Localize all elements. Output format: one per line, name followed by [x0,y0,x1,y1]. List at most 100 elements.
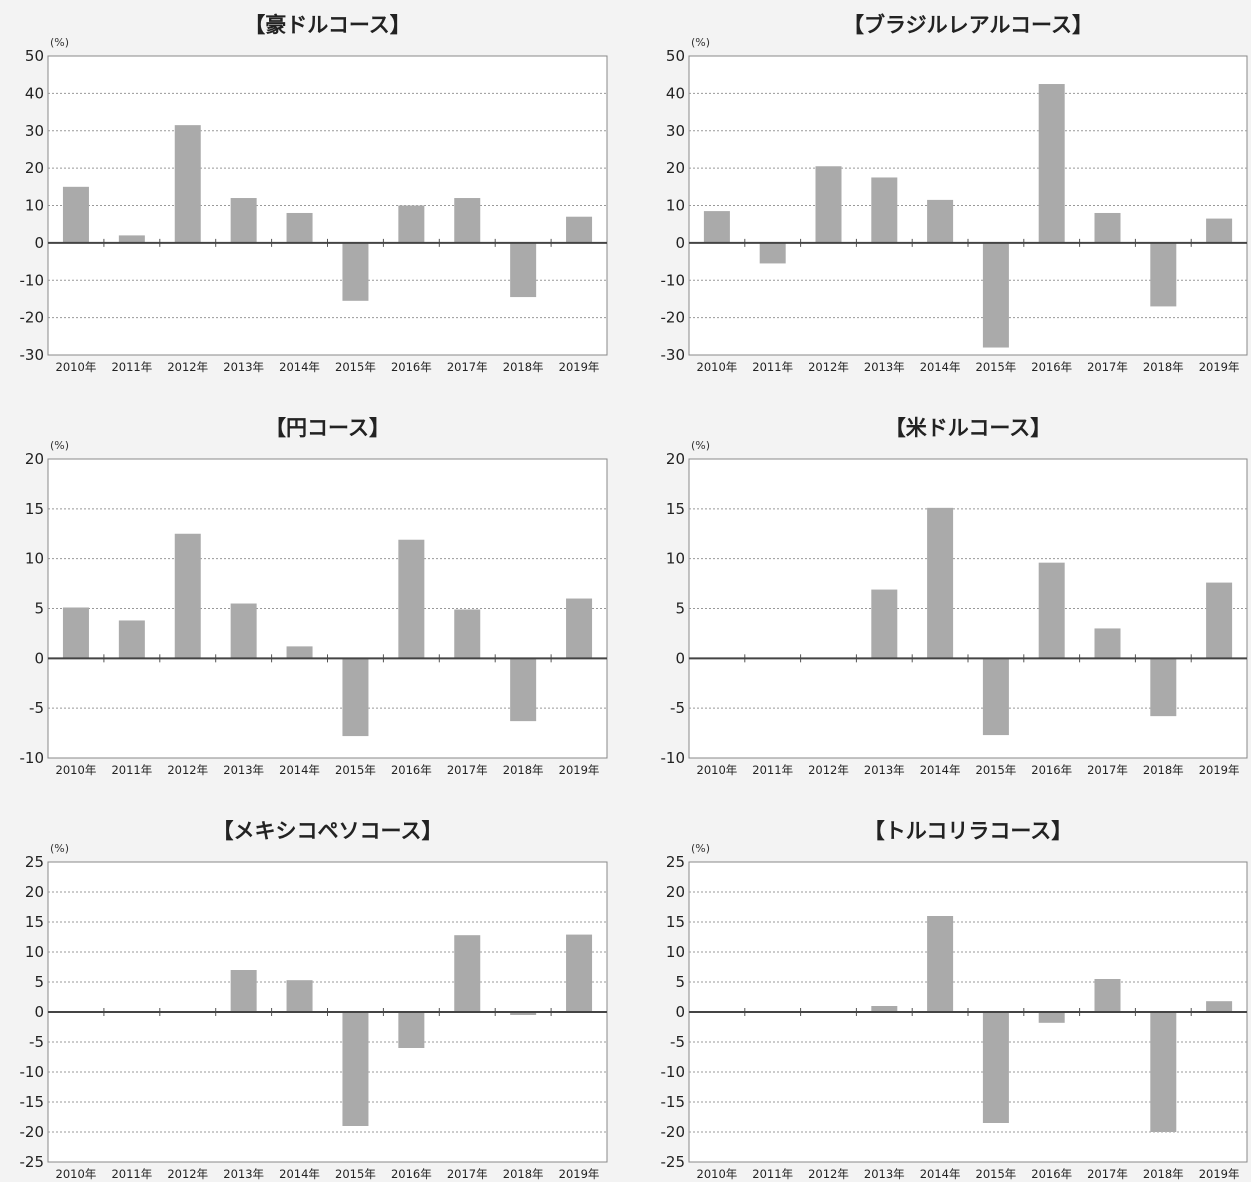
usd-x-tick-label: 2017年 [1087,763,1128,777]
usd-y-tick-label: -10 [661,749,686,767]
usd-x-tick-label: 2015年 [976,763,1017,777]
mxn-x-tick-label: 2018年 [503,1167,544,1181]
brl-x-tick-label: 2013年 [864,360,905,374]
mxn-x-tick-label: 2017年 [447,1167,488,1181]
aud-plot-area [47,55,608,356]
jpy-bar-2012年 [174,533,201,659]
brl-x-tick-label: 2019年 [1199,360,1240,374]
mxn-y-tick-label: -15 [20,1093,45,1111]
brl-x-tick-label: 2011年 [752,360,793,374]
usd-bar-2018年 [1150,658,1177,717]
jpy-bar-2018年 [510,658,537,722]
jpy-x-tick-label: 2015年 [335,763,376,777]
usd-bar-2015年 [982,658,1009,736]
mxn-x-tick-label: 2015年 [335,1167,376,1181]
brl-bar-2011年 [759,242,786,264]
aud-x-tick-label: 2014年 [279,360,320,374]
mxn-y-tick-label: 20 [25,883,44,901]
mxn-y-tick-label: 25 [25,853,44,871]
aud-x-tick-label: 2015年 [335,360,376,374]
brl-x-tick-label: 2010年 [697,360,738,374]
jpy-bar-2015年 [342,658,369,737]
brl-bar-2015年 [982,242,1009,348]
mxn-x-tick-label: 2010年 [56,1167,97,1181]
mxn-chart-title: 【メキシコペソコース】 [213,819,443,843]
aud-bar-2016年 [398,205,425,243]
try-y-tick-label: 10 [666,943,685,961]
try-x-tick-label: 2017年 [1087,1167,1128,1181]
brl-y-tick-label: 0 [675,234,685,252]
jpy-x-tick-label: 2016年 [391,763,432,777]
aud-y-tick-label: 40 [25,84,44,102]
mxn-unit-label: (%) [50,842,69,855]
jpy-x-tick-label: 2018年 [503,763,544,777]
aud-x-tick-label: 2010年 [56,360,97,374]
brl-bar-2014年 [927,199,954,243]
try-y-tick-label: 0 [675,1003,685,1021]
aud-x-tick-label: 2016年 [391,360,432,374]
brl-x-tick-label: 2015年 [976,360,1017,374]
try-bar-2015年 [982,1012,1009,1123]
brl-y-tick-label: -20 [661,309,686,327]
usd-y-tick-label: -5 [670,699,685,717]
chart-brl-course: 【ブラジルレアルコース】 (%) 50 40 30 20 10 0 -10 -20 -30 2010年… [661,13,1248,374]
mxn-bar-2015年 [342,1012,369,1126]
try-x-tick-label: 2013年 [864,1167,905,1181]
brl-unit-label: (%) [691,36,710,49]
aud-bar-2014年 [286,212,313,243]
aud-unit-label: (%) [50,36,69,49]
usd-x-tick-label: 2016年 [1031,763,1072,777]
brl-y-tick-label: 10 [666,197,685,215]
jpy-unit-label: (%) [50,439,69,452]
usd-x-tick-label: 2012年 [808,763,849,777]
usd-x-tick-label: 2010年 [697,763,738,777]
jpy-y-tick-label: 15 [25,500,44,518]
mxn-y-tick-label: 10 [25,943,44,961]
mxn-x-tick-label: 2014年 [279,1167,320,1181]
chart-aud-course: 【豪ドルコース】 (%) 50 40 30 20 10 0 -10 -20 -30 2010年 2011… [20,13,608,374]
jpy-chart-title: 【円コース】 [265,416,390,440]
try-x-tick-label: 2015年 [976,1167,1017,1181]
usd-x-tick-label: 2011年 [752,763,793,777]
try-x-tick-label: 2010年 [697,1167,738,1181]
aud-x-tick-label: 2018年 [503,360,544,374]
brl-y-tick-label: 20 [666,159,685,177]
usd-chart-title: 【米ドルコース】 [885,416,1052,440]
aud-x-tick-label: 2011年 [111,360,152,374]
try-bar-2016年 [1038,1012,1065,1023]
brl-bar-2013年 [871,177,898,243]
try-x-tick-label: 2014年 [920,1167,961,1181]
usd-x-tick-label: 2019年 [1199,763,1240,777]
jpy-bar-2010年 [62,607,89,659]
mxn-x-tick-label: 2019年 [559,1167,600,1181]
aud-bar-2010年 [62,186,89,243]
try-chart-title: 【トルコリラコース】 [864,819,1073,843]
usd-y-tick-label: 5 [675,600,685,618]
aud-y-tick-label: 20 [25,159,44,177]
jpy-x-tick-label: 2010年 [56,763,97,777]
usd-y-tick-label: 0 [675,649,685,667]
try-y-tick-label: 20 [666,883,685,901]
aud-x-tick-label: 2019年 [559,360,600,374]
aud-y-tick-label: 50 [25,47,44,65]
brl-y-tick-label: 50 [666,47,685,65]
try-bar-2018年 [1150,1012,1177,1132]
usd-unit-label: (%) [691,439,710,452]
jpy-x-tick-label: 2013年 [223,763,264,777]
try-bar-2019年 [1206,1001,1233,1012]
try-y-tick-label: -20 [661,1123,686,1141]
mxn-y-tick-label: -5 [29,1033,44,1051]
usd-y-tick-label: 15 [666,500,685,518]
brl-bar-2016年 [1038,84,1065,243]
jpy-x-tick-label: 2014年 [279,763,320,777]
try-x-tick-label: 2016年 [1031,1167,1072,1181]
chart-jpy-course: 【円コース】 (%) 20 15 10 5 0 -5 -10 2010年 2011年 2012年 201… [20,416,608,777]
mxn-y-tick-label: 5 [34,973,44,991]
try-bar-2014年 [927,916,954,1012]
jpy-y-tick-label: 10 [25,550,44,568]
aud-bar-2013年 [230,198,257,243]
jpy-y-tick-label: -10 [20,749,45,767]
mxn-x-tick-label: 2016年 [391,1167,432,1181]
usd-x-tick-label: 2018年 [1143,763,1184,777]
usd-x-tick-label: 2014年 [920,763,961,777]
